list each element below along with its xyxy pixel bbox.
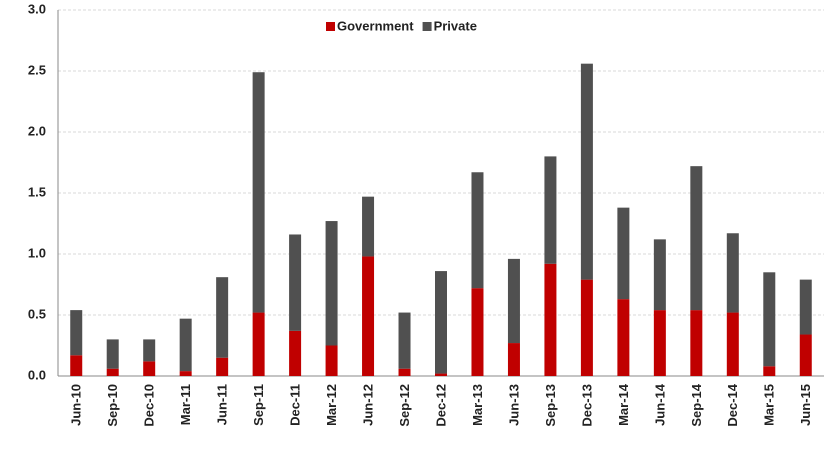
bar-segment [325,345,338,376]
x-tick-label: Jun-11 [215,384,230,425]
bar-segment [726,233,739,313]
bar-segment [763,366,776,376]
bar-segment [690,166,703,311]
x-tick-label: Jun-10 [69,384,84,426]
x-tick-label: Jun-14 [652,383,667,426]
bar-segment [289,234,302,331]
bar-segment [507,258,520,344]
x-tick-label: Dec-12 [433,384,448,427]
x-tick-label: Jun-13 [506,384,521,426]
bar-segment [252,72,265,313]
bar-segment [653,310,666,376]
bar-segment [106,368,119,376]
x-tick-label: Dec-11 [288,384,303,426]
bar-segment [362,256,375,376]
bar-segment [179,318,192,372]
bar-segment [435,373,447,376]
bar-segment [544,263,557,376]
x-tick-label: Dec-13 [579,384,594,427]
x-tick-label: Sep-11 [251,384,266,426]
bar-segment [143,361,156,376]
bar-segment [216,277,229,358]
x-tick-label: Mar-12 [324,384,339,426]
bar-segment [580,279,593,376]
legend-swatch [422,22,432,31]
bar-segment [799,279,812,335]
bar-segment [617,299,630,376]
bar-segment [435,271,447,374]
x-tick-label: Mar-14 [616,383,631,426]
bar-segment [398,368,411,376]
bar-segment [106,339,119,369]
y-tick-label: 2.5 [28,62,46,77]
bar-segment [580,63,593,280]
x-tick-label: Mar-15 [762,384,777,426]
bar-segment [398,312,411,369]
bar-segment [216,357,229,376]
bar-segment [799,334,812,376]
x-tick-label: Jun-15 [798,384,813,426]
bar-segment [544,156,557,264]
x-tick-label: Dec-14 [725,383,740,426]
y-tick-label: 3.0 [28,1,46,16]
x-tick-label: Sep-14 [689,383,704,426]
bar-segment [690,310,703,376]
bar-segment [252,312,265,376]
y-tick-label: 0.5 [28,306,46,321]
bar-segment [325,221,338,346]
x-tick-label: Sep-13 [543,384,558,427]
x-tick-label: Mar-13 [470,384,485,426]
x-tick-label: Sep-10 [105,384,120,427]
x-tick-label: Sep-12 [397,384,412,427]
bar-segment [143,339,156,362]
y-tick-label: 1.0 [28,245,46,260]
bar-segment [362,196,375,257]
y-tick-label: 0.0 [28,367,46,382]
bar-segment [70,355,83,376]
bar-segment [763,272,776,367]
y-tick-label: 1.5 [28,184,46,199]
bar-segment [289,330,302,376]
bar-segment [471,288,484,376]
bar-segment [653,239,666,311]
bar-segment [471,172,484,289]
legend-swatch [326,22,335,31]
x-tick-label: Dec-10 [142,384,157,427]
x-tick-label: Mar-11 [178,384,193,425]
legend-label: Government [337,18,414,33]
bar-segment [726,312,739,376]
bar-segment [179,371,192,376]
bar-segment [507,343,520,376]
x-tick-label: Jun-12 [360,384,375,426]
y-tick-label: 2.0 [28,123,46,138]
legend-label: Private [434,18,477,33]
bar-segment [617,207,630,300]
bar-segment [70,310,83,356]
